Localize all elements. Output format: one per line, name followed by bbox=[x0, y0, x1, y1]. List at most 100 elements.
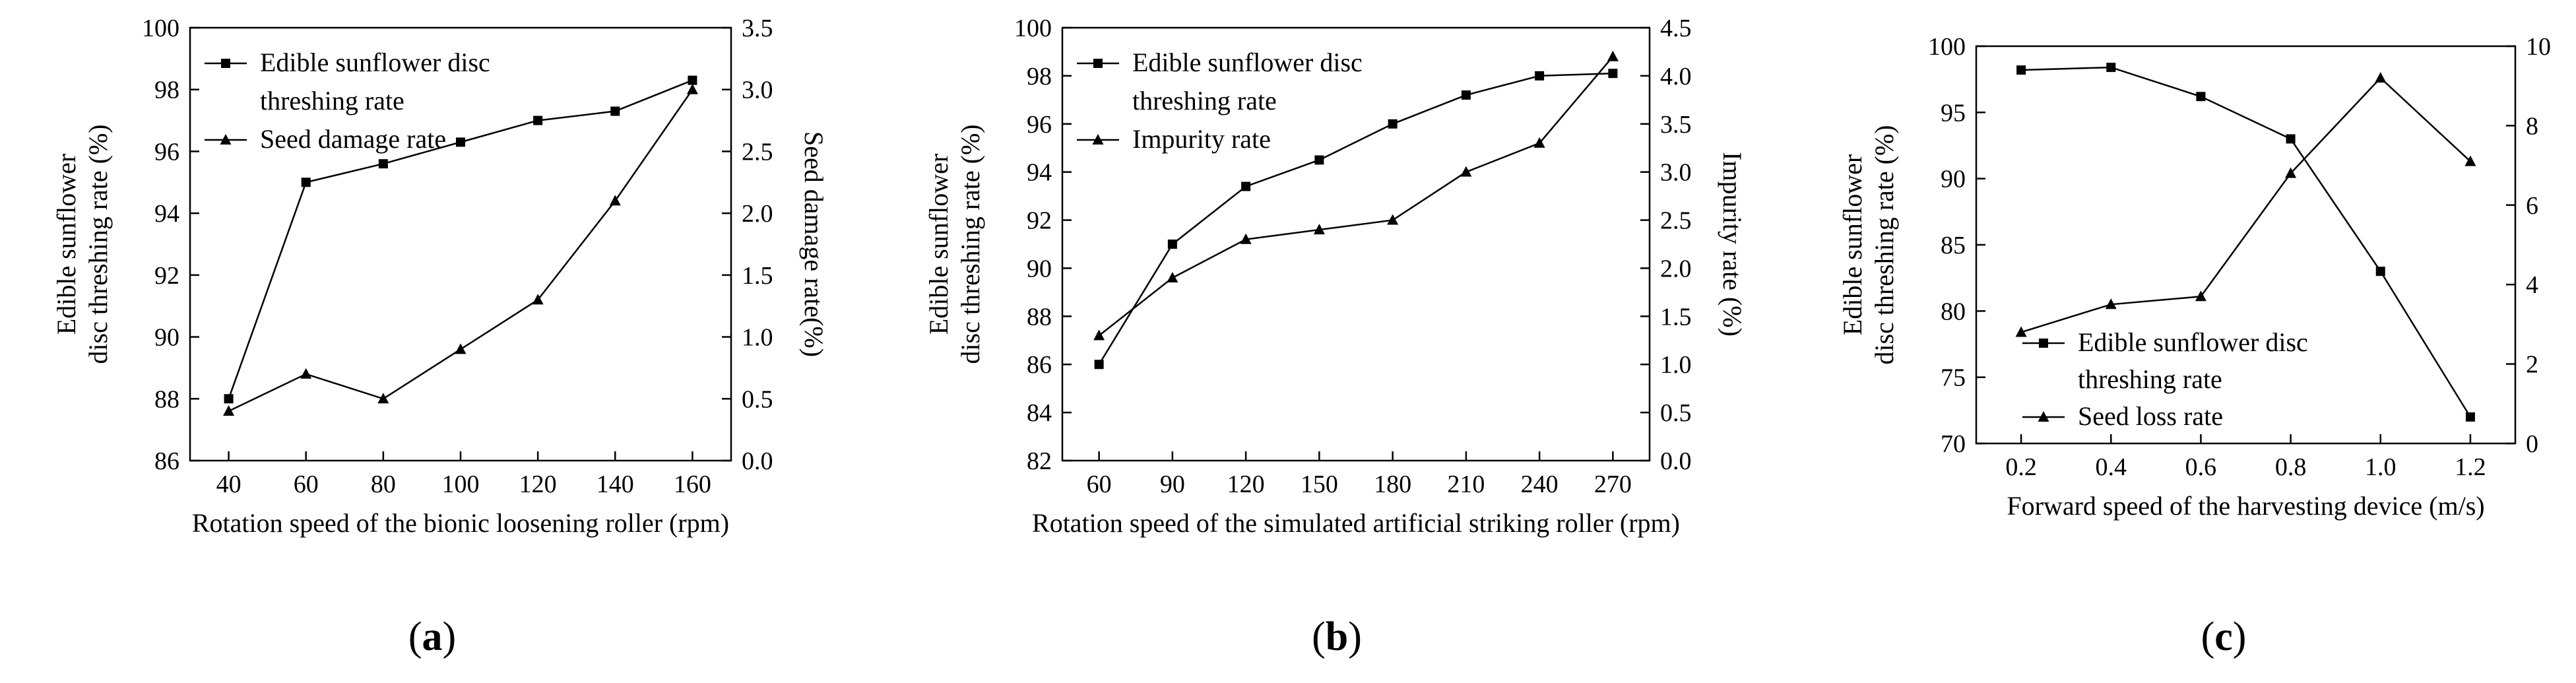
panel-label-open: ( bbox=[2201, 614, 2215, 659]
legend-entry-text: Edible sunflower disc bbox=[1132, 48, 1363, 77]
series-point-triangle bbox=[1460, 166, 1472, 177]
y-axis-label-line: Edible sunflower bbox=[1838, 154, 1867, 335]
series-point-square bbox=[378, 159, 388, 169]
y2-tick-label: 1.0 bbox=[742, 324, 773, 352]
panel-label-open: ( bbox=[1312, 614, 1326, 659]
y-tick-label: 80 bbox=[1941, 298, 1966, 325]
legend-marker-triangle bbox=[1092, 134, 1104, 145]
series-point-square bbox=[2465, 412, 2475, 422]
panel-label-letter: b bbox=[1326, 614, 1348, 659]
y2-tick-label: 0.5 bbox=[742, 385, 773, 413]
legend-marker-triangle bbox=[2038, 411, 2049, 422]
x-tick-label: 100 bbox=[442, 471, 480, 498]
y2-tick-label: 4.5 bbox=[1660, 15, 1692, 42]
series-point-square bbox=[688, 75, 697, 85]
series-point-triangle bbox=[1093, 329, 1105, 341]
series-point-triangle bbox=[300, 368, 312, 379]
y2-tick-label: 6 bbox=[2526, 192, 2538, 220]
series-point-triangle bbox=[1533, 137, 1545, 148]
series-point-square bbox=[2016, 65, 2026, 75]
y2-tick-label: 2.5 bbox=[742, 138, 773, 166]
y-tick-label: 75 bbox=[1941, 364, 1966, 392]
series-point-triangle bbox=[2285, 167, 2297, 178]
series-point-triangle bbox=[377, 393, 389, 404]
y-tick-label: 96 bbox=[154, 138, 179, 166]
legend-marker-triangle bbox=[220, 134, 232, 145]
series-point-triangle bbox=[2195, 290, 2206, 302]
legend-entry-text: Seed damage rate bbox=[260, 124, 446, 154]
series-point-square bbox=[2196, 92, 2206, 102]
y-axis-label: Edible sunflowerdisc threshing rate (%) bbox=[1838, 125, 1899, 364]
series-point-triangle bbox=[1607, 50, 1619, 61]
x-tick-label: 120 bbox=[519, 471, 557, 498]
y-axis-label-line: disc threshing rate (%) bbox=[1869, 125, 1899, 364]
chart-panel-c: 0.2 0.4 0.6 0.8 1.0 1.2 70 75 80 85 90 95 100 0 2 4 6 8 10… bbox=[1838, 33, 2551, 659]
panel-label-letter: a bbox=[422, 614, 443, 659]
series-point-square bbox=[2106, 63, 2116, 73]
series-point-triangle bbox=[686, 83, 698, 94]
series-point-square bbox=[1314, 155, 1324, 165]
series-point-square bbox=[533, 115, 543, 125]
x-tick-label: 0.2 bbox=[2005, 453, 2037, 481]
x-tick-label: 270 bbox=[1594, 471, 1632, 498]
y2-tick-label: 3.5 bbox=[1660, 111, 1692, 139]
series-point-square bbox=[301, 178, 311, 187]
series-point-square bbox=[610, 106, 620, 116]
y-tick-label: 86 bbox=[1027, 351, 1052, 379]
y-tick-label: 100 bbox=[1928, 33, 1966, 61]
series-point-square bbox=[456, 137, 465, 147]
series-point-square bbox=[2375, 267, 2385, 276]
y2-tick-label: 0.0 bbox=[1660, 447, 1692, 475]
series-line-1 bbox=[2020, 77, 2471, 333]
x-tick-label: 0.4 bbox=[2096, 453, 2127, 481]
y-axis-label: Edible sunflowerdisc threshing rate (%) bbox=[51, 124, 113, 364]
x-tick-label: 160 bbox=[674, 471, 711, 498]
series-point-triangle bbox=[2105, 298, 2117, 309]
x-tick-label: 60 bbox=[294, 471, 319, 498]
y2-tick-label: 0 bbox=[2526, 430, 2538, 458]
series-point-triangle bbox=[1387, 214, 1399, 225]
y2-axis-label: Impurity rate (%) bbox=[1718, 152, 1747, 337]
x-tick-label: 0.6 bbox=[2185, 453, 2217, 481]
y-tick-label: 88 bbox=[1027, 303, 1052, 331]
chart-panel-a: 40 60 80 100 120 140 160 86 88 90 92 94 96 98 100 0.0 0.… bbox=[51, 15, 829, 659]
x-tick-label: 1.2 bbox=[2455, 453, 2486, 481]
y2-tick-label: 3.0 bbox=[742, 77, 773, 104]
y-axis-label: Edible sunflowerdisc threshing rate (%) bbox=[924, 124, 985, 364]
y2-tick-label: 4.0 bbox=[1660, 63, 1692, 90]
series-point-square bbox=[1241, 181, 1251, 191]
panel-label: (a) bbox=[408, 614, 456, 659]
series-point-triangle bbox=[2464, 155, 2476, 166]
x-tick-label: 150 bbox=[1301, 471, 1338, 498]
y-axis-label-line: Edible sunflower bbox=[924, 154, 953, 335]
panel-label-close: ) bbox=[443, 614, 457, 659]
series-point-triangle bbox=[532, 294, 544, 305]
x-tick-label: 60 bbox=[1087, 471, 1112, 498]
x-tick-label: 240 bbox=[1521, 471, 1559, 498]
y2-axis-label: Seed damage rate(%) bbox=[799, 131, 829, 357]
x-tick-label: 1.0 bbox=[2365, 453, 2397, 481]
series-line-0 bbox=[2021, 66, 2471, 418]
x-tick-label: 140 bbox=[596, 471, 634, 498]
legend-entry-text: threshing rate bbox=[260, 86, 404, 115]
series-point-triangle bbox=[1167, 272, 1178, 283]
y-tick-label: 90 bbox=[154, 324, 179, 352]
x-tick-label: 180 bbox=[1374, 471, 1411, 498]
x-axis-label: Rotation speed of the bionic loosening r… bbox=[192, 508, 729, 538]
y-tick-label: 86 bbox=[154, 447, 179, 475]
y2-tick-label: 2.0 bbox=[1660, 255, 1692, 282]
panel-label-letter: c bbox=[2214, 614, 2233, 659]
y-tick-label: 98 bbox=[1027, 63, 1052, 90]
series-point-square bbox=[1608, 69, 1618, 79]
y2-tick-label: 3.5 bbox=[742, 15, 773, 42]
series-point-square bbox=[2286, 134, 2296, 144]
legend-entry-text: Seed loss rate bbox=[2078, 401, 2223, 431]
y-tick-label: 85 bbox=[1941, 232, 1966, 259]
legend: Edible sunflower disc threshing rate Impur… bbox=[1077, 48, 1363, 154]
x-tick-label: 210 bbox=[1447, 471, 1485, 498]
x-tick-label: 40 bbox=[216, 471, 242, 498]
panel-label: (c) bbox=[2201, 614, 2247, 659]
plot-frame bbox=[1061, 26, 1651, 462]
y-tick-label: 98 bbox=[154, 77, 179, 104]
